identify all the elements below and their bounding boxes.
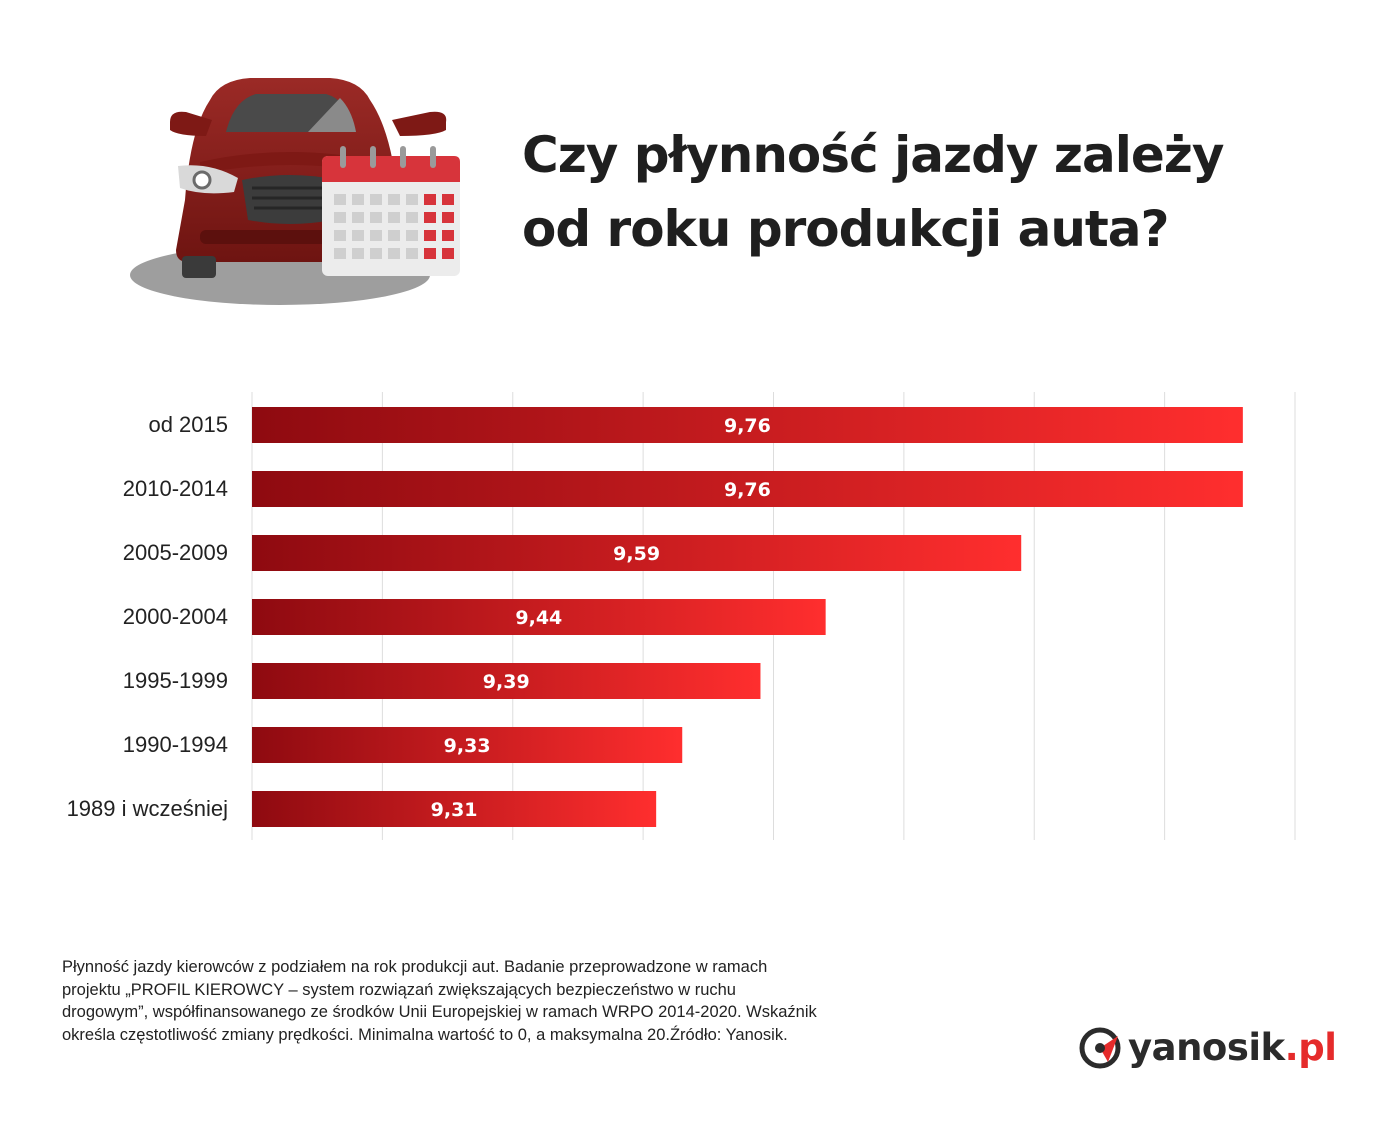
category-label: 1989 i wcześniej [67,796,228,821]
title-line-1: Czy płynność jazdy zależy [522,126,1224,184]
category-label: od 2015 [148,412,228,437]
value-label: 9,59 [613,543,660,565]
category-label: 1995-1999 [123,668,228,693]
car-mirror-left [170,111,212,136]
bar [252,407,1243,443]
car-wheel-left [182,256,216,278]
bar [252,599,826,635]
bar [252,727,683,763]
calendar-icon [322,146,460,276]
logo-main: yanosik [1128,1026,1285,1069]
footnote: Płynność jazdy kierowców z podziałem na … [62,956,982,1046]
category-labels: od 2015 2010-2014 2005-2009 2000-2004 1995-1… [67,412,228,821]
logo-dot: . [1284,1026,1299,1069]
yanosik-wordmark: yanosik.pl [1128,1022,1337,1074]
bar-chart: od 2015 2010-2014 2005-2009 2000-2004 1995-1… [67,392,1296,840]
title-line-2: od roku produkcji auta? [522,200,1170,258]
car-headlight-bulb [192,170,212,190]
bar [252,663,761,699]
car-mirror-right [392,111,447,136]
page-title: Czy płynność jazdy zależy od roku produk… [522,118,1342,266]
value-labels: 9,76 9,76 9,59 9,44 9,39 9,33 9,31 [431,415,771,821]
bars [252,407,1243,827]
bar [252,471,1243,507]
bar [252,535,1022,571]
footnote-line-3: drogowym”, współfinansowanego ze środków… [62,1003,817,1021]
category-label: 1990-1994 [123,732,228,757]
car-windshield-shine [308,98,356,132]
yanosik-logo: yanosik.pl [1078,1022,1348,1074]
value-label: 9,39 [483,671,530,693]
footnote-line-1: Płynność jazdy kierowców z podziałem na … [62,958,768,976]
value-label: 9,76 [724,415,771,437]
logo-tld: pl [1298,1026,1337,1069]
value-label: 9,76 [724,479,771,501]
category-label: 2010-2014 [123,476,228,501]
value-label: 9,31 [431,799,478,821]
category-label: 2005-2009 [123,540,228,565]
footnote-line-4: określa częstotliwość zmiany prędkości. … [62,1025,788,1044]
footnote-line-2: projektu „PROFIL KIEROWCY – system rozwi… [62,980,736,999]
car-with-calendar-icon [130,78,460,305]
value-label: 9,33 [444,735,491,757]
value-label: 9,44 [515,607,562,629]
category-label: 2000-2004 [123,604,228,629]
bar [252,791,657,827]
yanosik-logo-icon [1079,1027,1121,1069]
